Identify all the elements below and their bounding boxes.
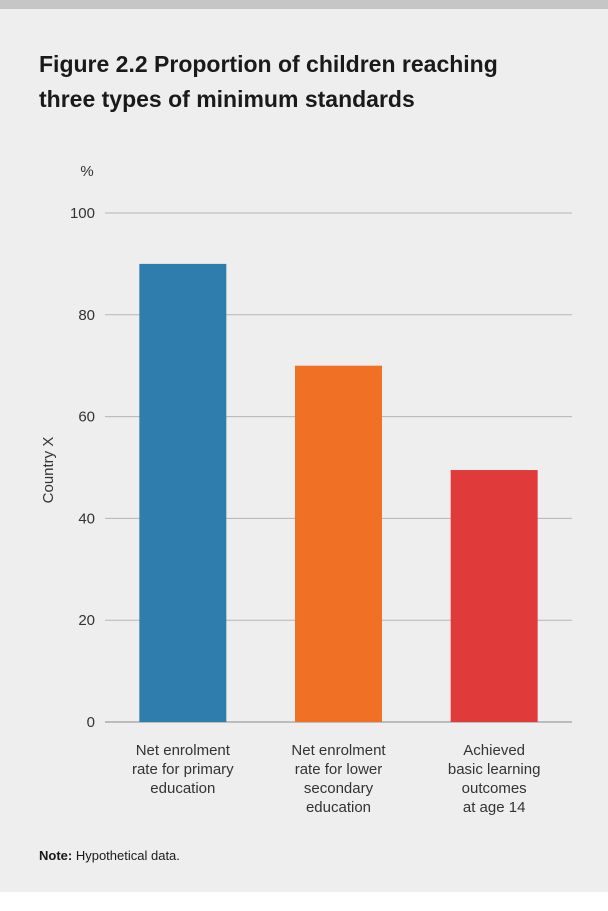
y-axis-label: Country X bbox=[40, 437, 57, 504]
y-unit-label: % bbox=[80, 163, 93, 180]
category-label: Net enrolment rate for lower secondary educ… bbox=[291, 742, 386, 816]
y-tick-label: 80 bbox=[78, 307, 95, 324]
figure-note: Note: Hypothetical data. bbox=[39, 848, 180, 863]
category-label: Net enrolment rate for primary education bbox=[132, 742, 234, 797]
figure-title-line-1: Figure 2.2 Proportion of children reachi… bbox=[39, 51, 498, 77]
y-tick-label: 60 bbox=[78, 409, 95, 426]
y-axis-ticks: 0 20 40 60 80 100 bbox=[70, 205, 95, 731]
bar bbox=[450, 470, 538, 722]
y-tick-label: 100 bbox=[70, 205, 95, 222]
bar bbox=[139, 263, 227, 722]
bars bbox=[139, 263, 538, 722]
note-text: Hypothetical data. bbox=[72, 848, 180, 863]
bar bbox=[295, 365, 382, 722]
figure-title-line-2: three types of minimum standards bbox=[39, 86, 415, 112]
figure-title: Figure 2.2 Proportion of children reachi… bbox=[39, 47, 579, 117]
category-labels: Net enrolment rate for primary education Ne… bbox=[132, 742, 540, 816]
y-tick-label: 40 bbox=[78, 510, 95, 527]
note-label: Note: bbox=[39, 848, 73, 863]
y-tick-label: 0 bbox=[87, 714, 95, 731]
y-tick-label: 20 bbox=[78, 612, 95, 629]
category-label: Achieved basic learning outcomes at age 14 bbox=[448, 742, 541, 816]
